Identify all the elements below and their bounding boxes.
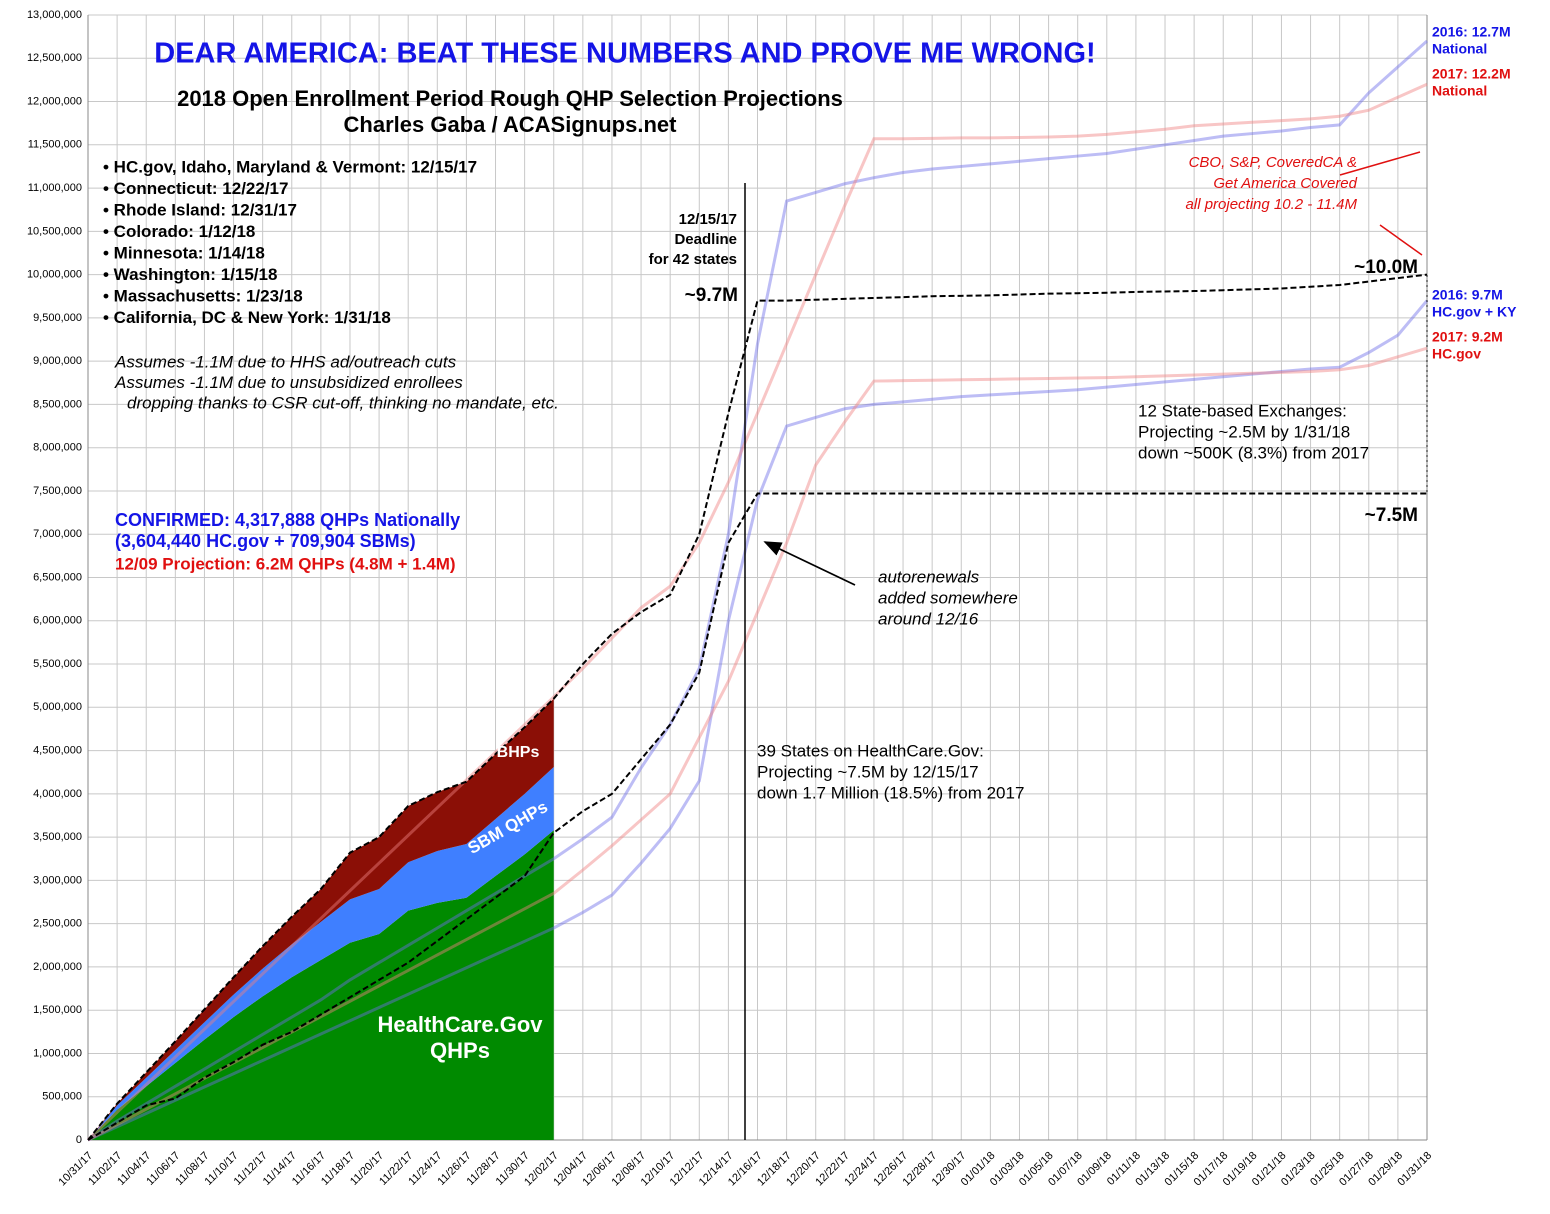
annotation: autorenewals bbox=[878, 567, 980, 586]
annotation: dropping thanks to CSR cut-off, thinking… bbox=[127, 393, 559, 412]
y-tick-label: 1,000,000 bbox=[33, 1047, 82, 1059]
annotation: around 12/16 bbox=[878, 609, 979, 628]
annotation: 12/15/17 bbox=[679, 211, 737, 228]
annotation: 12 State-based Exchanges: bbox=[1138, 401, 1347, 420]
annotation: CBO, S&P, CoveredCA & bbox=[1189, 154, 1357, 171]
y-tick-label: 11,000,000 bbox=[28, 182, 82, 194]
y-tick-label: 7,500,000 bbox=[33, 485, 82, 497]
annotation: • Rhode Island: 12/31/17 bbox=[103, 200, 297, 219]
y-tick-label: 7,000,000 bbox=[33, 528, 82, 540]
projection-line bbox=[87, 492, 1427, 1141]
annotation: 2018 Open Enrollment Period Rough QHP Se… bbox=[177, 86, 843, 111]
annotation: (3,604,440 HC.gov + 709,904 SBMs) bbox=[115, 531, 416, 551]
annotation: Get America Covered bbox=[1213, 175, 1357, 192]
annotation: Charles Gaba / ACASignups.net bbox=[344, 112, 678, 137]
pointer-line bbox=[1339, 151, 1421, 176]
annotation: 39 States on HealthCare.Gov: bbox=[757, 741, 984, 760]
y-tick-label: 6,500,000 bbox=[33, 571, 82, 583]
area bbox=[88, 767, 554, 1140]
y-tick-label: 12,000,000 bbox=[27, 95, 82, 107]
annotation: CONFIRMED: 4,317,888 QHPs Nationally bbox=[115, 510, 460, 530]
y-tick-label: 2,500,000 bbox=[33, 918, 82, 930]
annotation: added somewhere bbox=[878, 588, 1018, 607]
annotation: • HC.gov, Idaho, Maryland & Vermont: 12/… bbox=[103, 157, 477, 176]
annotation: National bbox=[1432, 83, 1487, 99]
annotation: • Minnesota: 1/14/18 bbox=[103, 243, 265, 262]
history-line bbox=[86, 82, 1428, 1142]
y-tick-label: 12,500,000 bbox=[27, 52, 82, 64]
annotation: for 42 states bbox=[649, 251, 737, 268]
arrow bbox=[763, 541, 856, 586]
y-tick-label: 10,000,000 bbox=[27, 269, 82, 281]
annotation: • Colorado: 1/12/18 bbox=[103, 222, 255, 241]
annotation: Projecting ~7.5M by 12/15/17 bbox=[757, 762, 979, 781]
annotation: HC.gov bbox=[1432, 346, 1481, 362]
y-tick-label: 500,000 bbox=[42, 1091, 82, 1103]
y-tick-label: 0 bbox=[76, 1134, 82, 1146]
area-label: BHPs bbox=[496, 744, 540, 761]
annotation: • Connecticut: 12/22/17 bbox=[103, 179, 288, 198]
annotation: ~9.7M bbox=[685, 285, 738, 306]
annotation: all projecting 10.2 - 11.4M bbox=[1186, 196, 1358, 213]
y-tick-label: 9,500,000 bbox=[33, 312, 82, 324]
y-tick-label: 2,000,000 bbox=[33, 961, 82, 973]
y-tick-label: 13,000,000 bbox=[27, 9, 82, 21]
y-tick-label: 11,500,000 bbox=[28, 139, 82, 151]
y-tick-label: 6,000,000 bbox=[33, 615, 82, 627]
annotation: Assumes -1.1M due to unsubsidized enroll… bbox=[114, 373, 463, 392]
annotation: • Massachusetts: 1/23/18 bbox=[103, 286, 303, 305]
annotation: ~10.0M bbox=[1354, 257, 1418, 278]
annotation: National bbox=[1432, 41, 1487, 57]
annotation: 2017: 12.2M bbox=[1432, 66, 1511, 82]
y-tick-label: 5,500,000 bbox=[33, 658, 82, 670]
annotation: down ~500K (8.3%) from 2017 bbox=[1138, 443, 1369, 462]
annotation: • Washington: 1/15/18 bbox=[103, 265, 277, 284]
annotation: Projecting ~2.5M by 1/31/18 bbox=[1138, 422, 1350, 441]
area bbox=[88, 830, 554, 1140]
y-tick-label: 5,000,000 bbox=[33, 701, 82, 713]
history-line bbox=[87, 346, 1428, 1142]
annotation: down 1.7 Million (18.5%) from 2017 bbox=[757, 783, 1024, 802]
y-tick-label: 10,500,000 bbox=[27, 225, 82, 237]
y-tick-label: 1,500,000 bbox=[33, 1004, 82, 1016]
history-line bbox=[87, 39, 1428, 1142]
y-tick-label: 9,000,000 bbox=[33, 355, 82, 367]
area bbox=[88, 698, 554, 1140]
annotation: HC.gov + KY bbox=[1432, 304, 1517, 320]
y-tick-label: 8,500,000 bbox=[33, 398, 82, 410]
y-tick-label: 3,000,000 bbox=[33, 874, 82, 886]
y-tick-label: 4,500,000 bbox=[33, 744, 82, 756]
annotation: 2016: 9.7M bbox=[1432, 287, 1503, 303]
y-tick-label: 4,000,000 bbox=[33, 788, 82, 800]
annotation: DEAR AMERICA: BEAT THESE NUMBERS AND PRO… bbox=[154, 38, 1095, 70]
pointer-line bbox=[1379, 224, 1423, 256]
area-label: HealthCare.Gov QHPs bbox=[377, 1012, 543, 1063]
y-tick-label: 8,000,000 bbox=[33, 442, 82, 454]
annotation: Deadline bbox=[674, 231, 737, 248]
annotation: 2016: 12.7M bbox=[1432, 24, 1511, 40]
annotation: Assumes -1.1M due to HHS ad/outreach cut… bbox=[114, 352, 457, 371]
y-tick-label: 3,500,000 bbox=[33, 831, 82, 843]
marks bbox=[86, 39, 1429, 1142]
annotation: ~7.5M bbox=[1365, 505, 1418, 526]
projection-line bbox=[87, 273, 1428, 1141]
history-line bbox=[87, 299, 1429, 1142]
annotation: • California, DC & New York: 1/31/18 bbox=[103, 308, 391, 327]
annotation: 2017: 9.2M bbox=[1432, 329, 1503, 345]
annotation: 12/09 Projection: 6.2M QHPs (4.8M + 1.4M… bbox=[115, 554, 456, 573]
